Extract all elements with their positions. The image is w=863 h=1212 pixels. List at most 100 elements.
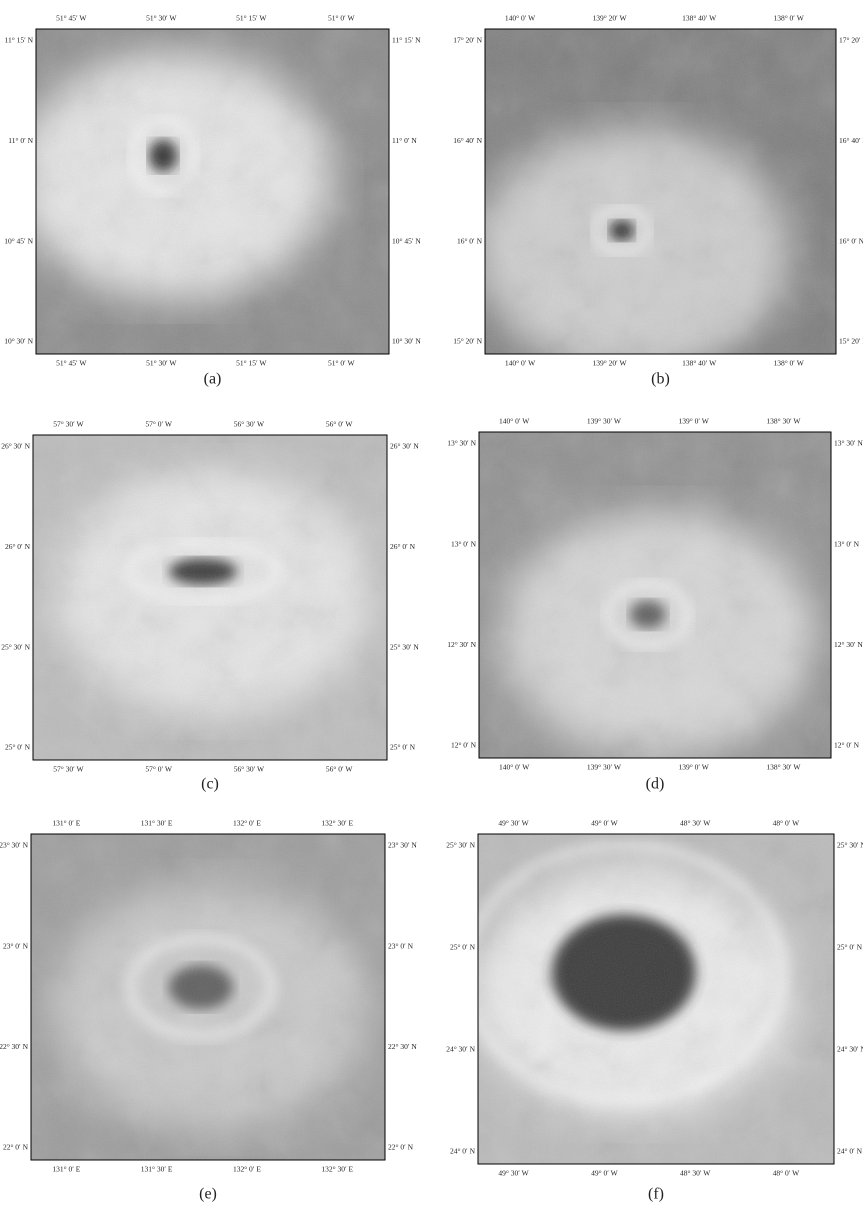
top-lon-label: 138° 40′ W	[682, 14, 717, 23]
top-lon-label: 56° 30′ W	[234, 420, 265, 429]
left-lat-label: 11° 0′ N	[8, 136, 33, 145]
right-lat-label: 25° 0′ N	[837, 943, 863, 952]
panel-caption: (d)	[646, 776, 665, 793]
image	[474, 29, 836, 374]
top-lon-label: 51° 45′ W	[56, 14, 87, 23]
right-lat-label: 25° 0′ N	[390, 743, 416, 752]
speckle	[31, 834, 385, 1160]
left-lat-label: 25° 0′ N	[450, 943, 476, 952]
left-lat-label: 16° 0′ N	[457, 236, 483, 245]
left-lat-label: 22° 0′ N	[3, 1143, 29, 1152]
top-lon-label: 57° 0′ W	[145, 420, 173, 429]
panel-caption: (a)	[204, 371, 222, 388]
left-lat-label: 25° 0′ N	[5, 743, 31, 752]
top-lon-label: 131° 30′ E	[141, 819, 173, 828]
top-lon-label: 48° 30′ W	[680, 819, 711, 828]
bottom-lon-label: 138° 30′ W	[766, 763, 801, 772]
left-lat-label: 15° 20′ N	[453, 337, 482, 346]
right-lat-label: 10° 30′ N	[392, 337, 421, 346]
right-lat-label: 26° 0′ N	[390, 542, 416, 551]
sar-image-panel: 131° 0′ E 131° 0′ E 131° 30′ E 131° 30′ E 13…	[0, 819, 417, 1203]
bottom-lon-label: 131° 30′ E	[141, 1165, 173, 1174]
left-lat-label: 12° 30′ N	[447, 640, 476, 649]
bottom-lon-label: 140° 0′ W	[499, 763, 530, 772]
panel-caption: (c)	[201, 776, 219, 793]
left-lat-label: 10° 45′ N	[4, 236, 33, 245]
speckle	[479, 432, 831, 758]
right-lat-label: 11° 15′ N	[392, 36, 421, 45]
bottom-lon-label: 132° 0′ E	[233, 1165, 261, 1174]
bottom-lon-label: 49° 0′ W	[591, 1169, 619, 1178]
left-lat-label: 12° 0′ N	[451, 741, 477, 750]
right-lat-label: 16° 40′ N	[839, 136, 863, 145]
left-lat-label: 23° 30′ N	[0, 841, 29, 850]
left-lat-label: 26° 30′ N	[1, 442, 30, 451]
bottom-lon-label: 48° 30′ W	[680, 1169, 711, 1178]
top-lon-label: 51° 15′ W	[236, 14, 267, 23]
speckle	[36, 29, 389, 354]
top-lon-label: 49° 30′ W	[498, 819, 529, 828]
sar-image-panel: 51° 45′ W 51° 45′ W 51° 30′ W 51° 30′ W 51° …	[4, 14, 421, 388]
bottom-lon-label: 140° 0′ W	[505, 359, 536, 368]
right-lat-label: 23° 30′ N	[388, 841, 417, 850]
right-lat-label: 25° 30′ N	[837, 841, 863, 850]
right-lat-label: 16° 0′ N	[839, 236, 863, 245]
right-lat-label: 13° 30′ N	[834, 439, 863, 448]
right-lat-label: 26° 30′ N	[390, 442, 419, 451]
left-lat-label: 10° 30′ N	[4, 337, 33, 346]
bottom-lon-label: 56° 30′ W	[234, 765, 265, 774]
top-lon-label: 131° 0′ E	[52, 819, 80, 828]
figure: 51° 45′ W 51° 45′ W 51° 30′ W 51° 30′ W 51° …	[0, 0, 863, 1212]
left-lat-label: 24° 0′ N	[450, 1147, 476, 1156]
right-lat-label: 12° 0′ N	[834, 741, 860, 750]
right-lat-label: 11° 0′ N	[392, 136, 417, 145]
top-lon-label: 48° 0′ W	[773, 819, 801, 828]
top-lon-label: 57° 30′ W	[53, 420, 84, 429]
bottom-lon-label: 51° 30′ W	[146, 359, 177, 368]
sar-image-panel: 49° 30′ W49° 30′ W49° 0′ W49° 0′ W48° 30…	[446, 819, 863, 1203]
left-lat-label: 22° 30′ N	[0, 1042, 29, 1051]
left-lat-label: 24° 30′ N	[446, 1045, 475, 1054]
bottom-lon-label: 139° 0′ W	[679, 763, 710, 772]
image	[33, 435, 387, 760]
left-lat-label: 13° 30′ N	[447, 439, 476, 448]
image	[14, 29, 389, 354]
left-lat-label: 23° 0′ N	[3, 941, 29, 950]
bottom-lon-label: 51° 45′ W	[56, 359, 87, 368]
top-lon-label: 49° 0′ W	[591, 819, 619, 828]
top-lon-label: 132° 0′ E	[233, 819, 261, 828]
left-lat-label: 17° 20′ N	[453, 36, 482, 45]
bottom-lon-label: 51° 15′ W	[236, 359, 267, 368]
bottom-lon-label: 48° 0′ W	[773, 1169, 801, 1178]
bottom-lon-label: 139° 20′ W	[593, 359, 628, 368]
bottom-lon-label: 57° 0′ W	[145, 765, 173, 774]
right-lat-label: 12° 30′ N	[834, 640, 863, 649]
speckle	[33, 435, 387, 760]
top-lon-label: 138° 0′ W	[773, 14, 804, 23]
top-lon-label: 51° 30′ W	[146, 14, 177, 23]
bottom-lon-label: 131° 0′ E	[52, 1165, 80, 1174]
speckle	[478, 834, 834, 1164]
panel-caption: (e)	[199, 1186, 217, 1203]
top-lon-label: 51° 0′ W	[328, 14, 356, 23]
bottom-lon-label: 138° 0′ W	[773, 359, 804, 368]
right-lat-label: 15° 20′ N	[839, 337, 863, 346]
right-lat-label: 22° 30′ N	[388, 1042, 417, 1051]
right-lat-label: 23° 0′ N	[388, 941, 414, 950]
top-lon-label: 140° 0′ W	[499, 417, 530, 426]
panel-caption: (b)	[651, 371, 670, 388]
right-lat-label: 17° 20′ N	[839, 36, 863, 45]
top-lon-label: 56° 0′ W	[326, 420, 354, 429]
left-lat-label: 13° 0′ N	[451, 539, 477, 548]
right-lat-label: 25° 30′ N	[390, 642, 419, 651]
sar-image-panel: 57° 30′ W57° 30′ W57° 0′ W57° 0′ W56° 30…	[1, 420, 419, 793]
bottom-lon-label: 132° 30′ E	[321, 1165, 353, 1174]
top-lon-label: 138° 30′ W	[766, 417, 801, 426]
right-lat-label: 13° 0′ N	[834, 539, 860, 548]
image	[479, 432, 831, 758]
right-lat-label: 10° 45′ N	[392, 236, 421, 245]
right-lat-label: 22° 0′ N	[388, 1143, 414, 1152]
top-lon-label: 139° 30′ W	[587, 417, 622, 426]
